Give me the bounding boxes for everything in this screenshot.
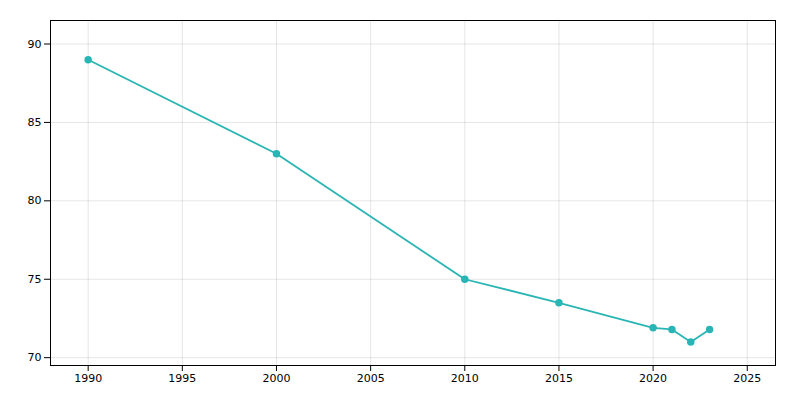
svg-text:75: 75 — [28, 273, 42, 286]
svg-text:70: 70 — [28, 351, 42, 364]
svg-text:2020: 2020 — [639, 372, 667, 385]
svg-text:2015: 2015 — [545, 372, 573, 385]
svg-text:2005: 2005 — [357, 372, 385, 385]
svg-text:2010: 2010 — [451, 372, 479, 385]
svg-text:2025: 2025 — [733, 372, 761, 385]
svg-text:1995: 1995 — [168, 372, 196, 385]
svg-text:90: 90 — [28, 38, 42, 51]
svg-text:2000: 2000 — [262, 372, 290, 385]
svg-text:85: 85 — [28, 116, 42, 129]
svg-text:1990: 1990 — [74, 372, 102, 385]
svg-text:80: 80 — [28, 194, 42, 207]
